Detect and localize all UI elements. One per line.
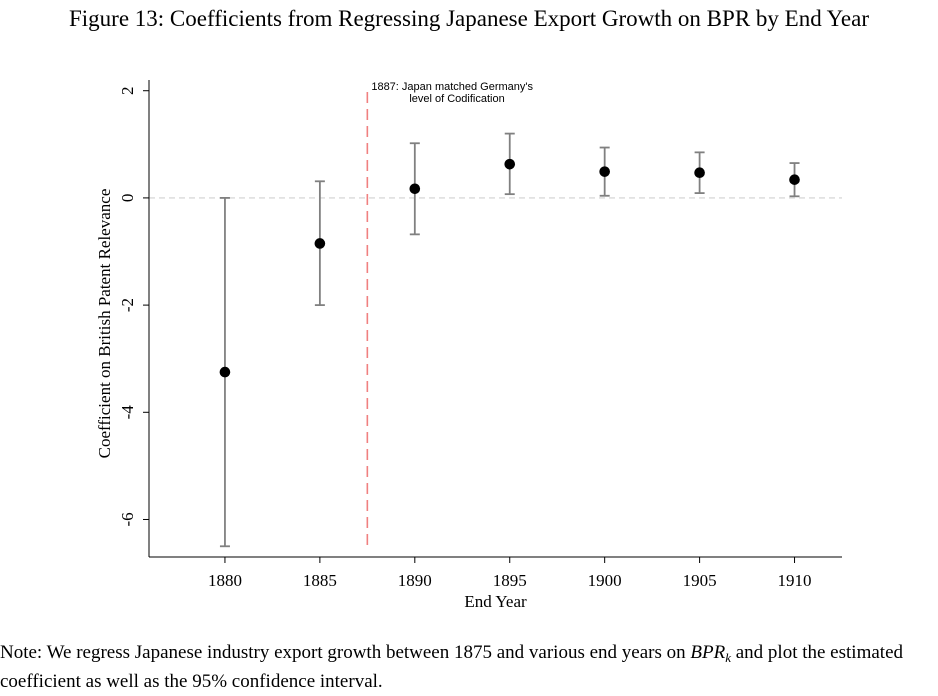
- y-tick-label: -4: [118, 405, 137, 420]
- x-tick-label: 1905: [683, 571, 717, 590]
- x-tick-label: 1910: [778, 571, 812, 590]
- note-math: BPR: [690, 642, 726, 663]
- y-tick-label: 0: [118, 194, 137, 203]
- x-axis-label: End Year: [464, 592, 527, 611]
- note-prefix: Note: We regress Japanese industry expor…: [0, 642, 691, 663]
- coefficient-point: [789, 174, 800, 185]
- annotation-line-1: 1887: Japan matched Germany's: [371, 81, 533, 93]
- annotation-line-2: level of Codification: [409, 93, 504, 105]
- x-tick-label: 1895: [493, 571, 527, 590]
- note-suffix: and plot the estimated coefficient as we…: [0, 642, 903, 692]
- coefficient-point: [409, 183, 421, 195]
- figure-title: Figure 13: Coefficients from Regressing …: [68, 6, 869, 31]
- coefficient-point: [219, 366, 231, 378]
- y-tick-label: 2: [118, 86, 137, 95]
- coefficient-point: [504, 158, 516, 170]
- figure-note: Note: We regress Japanese industry expor…: [0, 641, 938, 694]
- x-tick-label: 1885: [303, 571, 337, 590]
- y-tick-label: -6: [118, 512, 137, 526]
- x-tick-label: 1900: [588, 571, 622, 590]
- note-subscript: k: [725, 650, 731, 665]
- x-tick-label: 1880: [208, 571, 242, 590]
- coefficient-point: [314, 238, 326, 249]
- coefficient-point: [599, 166, 610, 177]
- y-axis-label: Coefficient on British Patent Relevance: [95, 189, 114, 459]
- y-tick-label: -2: [118, 298, 137, 312]
- x-tick-label: 1890: [398, 571, 432, 590]
- coefficient-point: [694, 167, 705, 179]
